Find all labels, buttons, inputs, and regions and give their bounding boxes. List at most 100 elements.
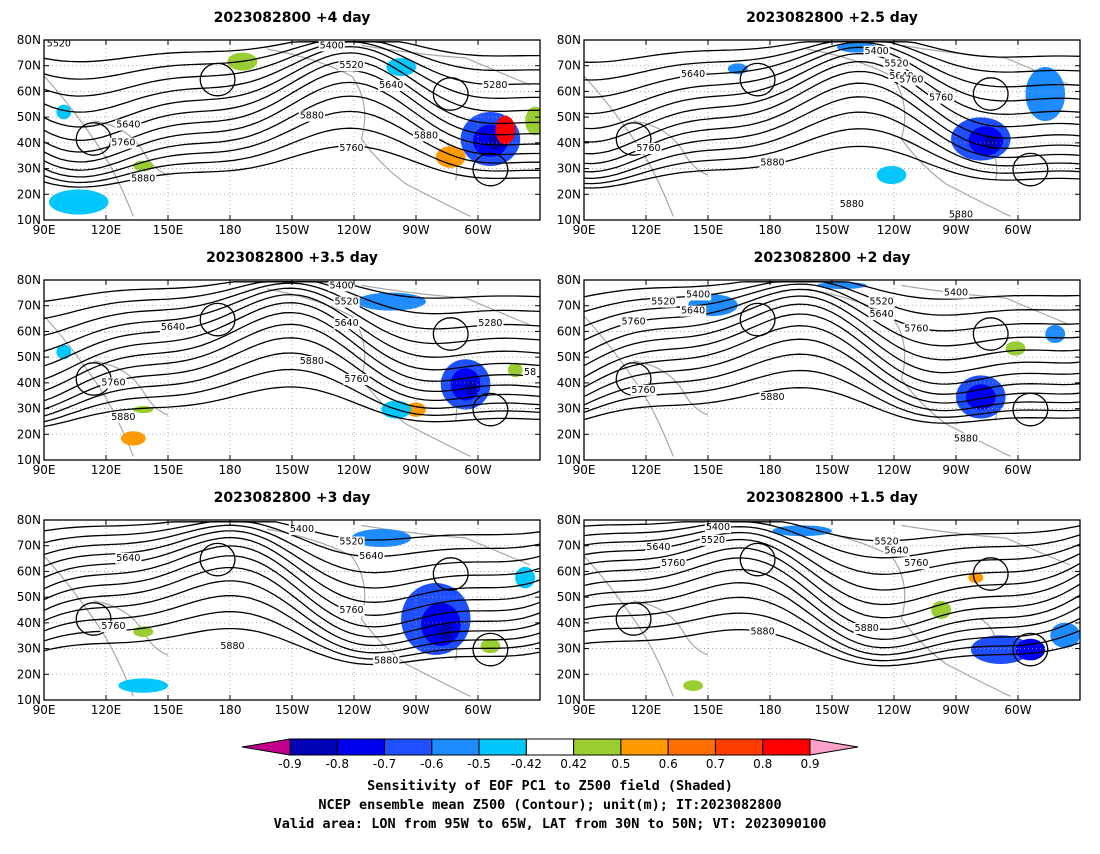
colorbar-segment (620, 738, 669, 756)
lon-tick-label: 150E (693, 463, 724, 477)
panel-title: 2023082800 +1.5 day (746, 490, 918, 506)
contour-label: 5760 (929, 93, 953, 104)
lat-tick-label: 80N (17, 513, 41, 527)
colorbar-segment (241, 738, 291, 756)
lon-tick-label: 180 (759, 463, 782, 477)
shading-blob (56, 344, 72, 360)
closed-contour (972, 77, 1009, 111)
closed-contour (972, 317, 1009, 351)
contour-line (44, 52, 540, 128)
contour-line (584, 521, 1080, 559)
colorbar-segment (573, 738, 622, 756)
closed-contour (472, 632, 509, 667)
contour-line (584, 325, 1080, 395)
colorbar-segment (714, 738, 764, 756)
lon-tick-label: 150E (153, 703, 184, 717)
z500-contours (44, 41, 540, 188)
lon-tick-label: 90W (402, 703, 429, 717)
map-panel: 5400552056405640576057605880588058805760… (557, 10, 1081, 237)
lat-tick-label: 30N (557, 162, 581, 176)
contour-label: 5520 (339, 60, 363, 71)
coastline (633, 600, 709, 656)
lon-tick-label: 150W (275, 703, 310, 717)
contour-line (44, 386, 540, 428)
contour-label: 5280 (483, 80, 507, 91)
contour-label: 5640 (334, 318, 358, 329)
shading-blob (1025, 67, 1066, 121)
contour-line (584, 628, 1080, 667)
closed-contour (615, 602, 652, 636)
lon-tick-label: 90E (33, 463, 56, 477)
contour-line (584, 303, 1080, 374)
lat-tick-label: 50N (17, 350, 41, 364)
contour-line (44, 293, 540, 367)
lon-tick-label: 150W (275, 223, 310, 237)
lon-tick-label: 150W (815, 463, 850, 477)
caption-line: Valid area: LON from 95W to 65W, LAT fro… (274, 816, 827, 832)
contour-line (584, 295, 1080, 361)
contour-label: 5880 (414, 130, 438, 141)
shading-blob (772, 525, 832, 537)
closed-contour (432, 317, 469, 351)
colorbar-label: -0.9 (278, 757, 301, 771)
lat-tick-label: 60N (17, 324, 41, 338)
contour-line (44, 555, 540, 628)
contour-line (584, 612, 1080, 662)
lon-tick-label: 60W (1004, 703, 1031, 717)
lon-tick-label: 120W (877, 463, 912, 477)
lon-tick-label: 60W (464, 223, 491, 237)
contour-label: 5880 (111, 412, 135, 423)
shading-blob (1050, 622, 1080, 648)
grid (584, 520, 1080, 700)
closed-contour (472, 152, 509, 187)
contour-label: 5640 (161, 322, 185, 333)
lon-tick-label: 120E (91, 703, 122, 717)
lon-tick-label: 120W (337, 463, 372, 477)
lat-tick-label: 80N (557, 33, 581, 47)
lat-tick-label: 60N (17, 84, 41, 98)
lat-tick-label: 40N (17, 616, 41, 630)
caption-line: NCEP ensemble mean Z500 (Contour); unit(… (318, 797, 781, 813)
contour-line (584, 46, 1080, 115)
shading-blob (1005, 341, 1026, 356)
contour-label: 5520 (334, 297, 358, 308)
closed-contour (432, 77, 469, 111)
contour-label: 5400 (330, 280, 354, 291)
lat-tick-label: 50N (557, 350, 581, 364)
closed-contour (199, 62, 236, 97)
lon-tick-label: 150E (153, 463, 184, 477)
colorbar-segment (336, 738, 386, 756)
colorbar-label: 0.6 (659, 757, 678, 771)
contour-label: 5760 (904, 558, 928, 569)
closed-contour (739, 542, 776, 577)
contour-label: 5880 (750, 627, 774, 638)
lon-tick-label: 150W (275, 463, 310, 477)
contour-label: 5760 (631, 385, 655, 396)
contour-line (584, 52, 1080, 130)
coastline (584, 75, 674, 217)
shading-blob (968, 572, 984, 583)
contour-line (584, 521, 1080, 542)
contour-line (584, 111, 1080, 180)
contour-label: 5520 (701, 535, 725, 546)
panel-title: 2023082800 +2 day (754, 250, 911, 266)
contour-line (584, 538, 1080, 606)
closed-contour (739, 62, 776, 97)
contour-label: 5400 (706, 522, 730, 533)
coastline (807, 288, 1011, 457)
lon-tick-label: 90W (402, 223, 429, 237)
contour-line (44, 545, 540, 616)
contour-line (584, 82, 1080, 165)
lon-tick-label: 150E (693, 703, 724, 717)
lat-tick-label: 50N (557, 590, 581, 604)
contour-label: 5880 (374, 655, 398, 666)
contour-line (584, 41, 1080, 98)
contour-label: 5640 (116, 553, 140, 564)
colorbar-label: 0.8 (753, 757, 772, 771)
lat-tick-label: 50N (17, 110, 41, 124)
lon-tick-label: 120E (631, 703, 662, 717)
coastline (361, 284, 531, 326)
contour-label: 5880 (300, 356, 324, 367)
